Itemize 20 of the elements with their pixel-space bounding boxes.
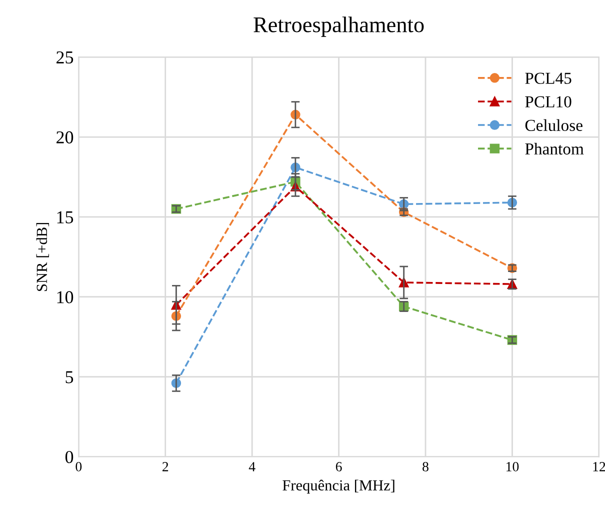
x-tick-label: 12	[593, 462, 605, 472]
legend-label: PCL45	[525, 72, 572, 84]
x-tick-label: 4	[248, 462, 256, 472]
y-tick-label: 0	[65, 450, 74, 464]
x-tick-label: 10	[506, 462, 519, 472]
y-axis-title: SNR [+dB]	[36, 222, 49, 291]
x-axis-title: Frequência [MHz]	[282, 480, 394, 494]
chart-title: Retroespalhamento	[254, 16, 424, 37]
y-tick-label: 20	[56, 131, 74, 144]
x-tick-label: 6	[336, 462, 342, 472]
legend-label: Phantom	[525, 142, 584, 155]
x-tick-label: 2	[162, 462, 168, 472]
x-tick-label: 0	[76, 462, 82, 472]
y-tick-label: 10	[57, 291, 74, 304]
legend-label: PCL10	[525, 96, 572, 108]
y-tick-label: 25	[56, 51, 74, 64]
y-tick-label: 15	[57, 211, 74, 224]
x-tick-label: 8	[422, 462, 428, 472]
legend-label: Celulose	[525, 119, 582, 132]
y-tick-label: 5	[66, 371, 74, 384]
